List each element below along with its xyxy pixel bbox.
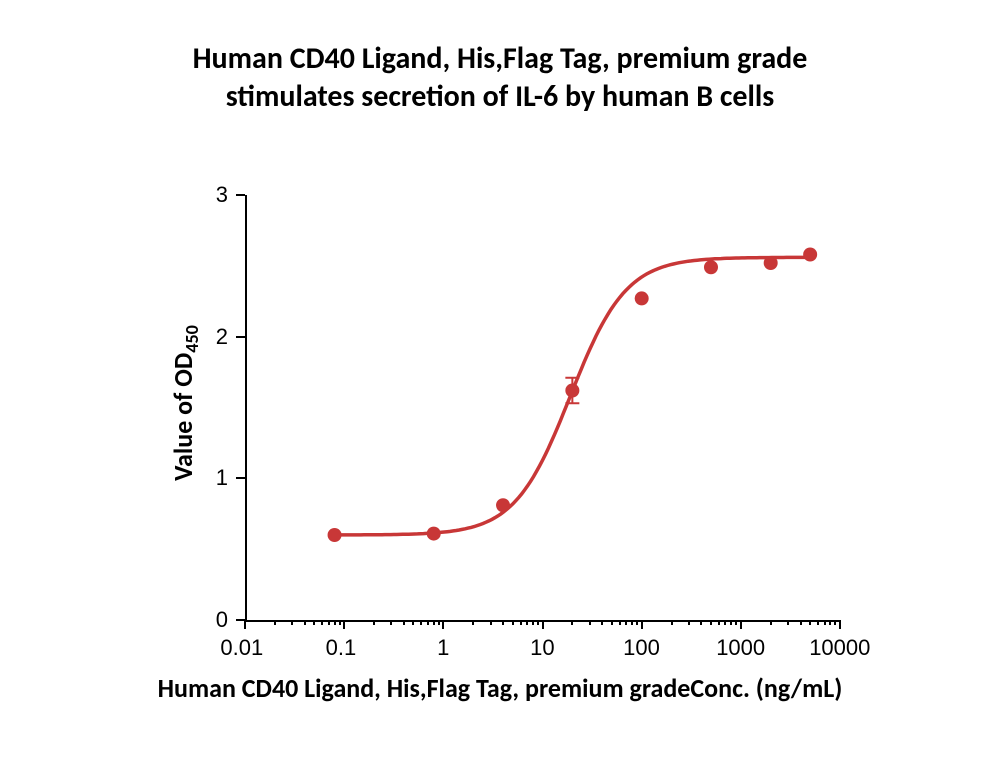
data-point xyxy=(803,248,817,262)
data-point xyxy=(764,256,778,270)
data-point xyxy=(635,291,649,305)
data-point xyxy=(704,260,718,274)
data-point xyxy=(565,384,579,398)
data-point xyxy=(328,528,342,542)
plot-svg xyxy=(0,0,1000,767)
data-point xyxy=(496,498,510,512)
data-point xyxy=(427,527,441,541)
